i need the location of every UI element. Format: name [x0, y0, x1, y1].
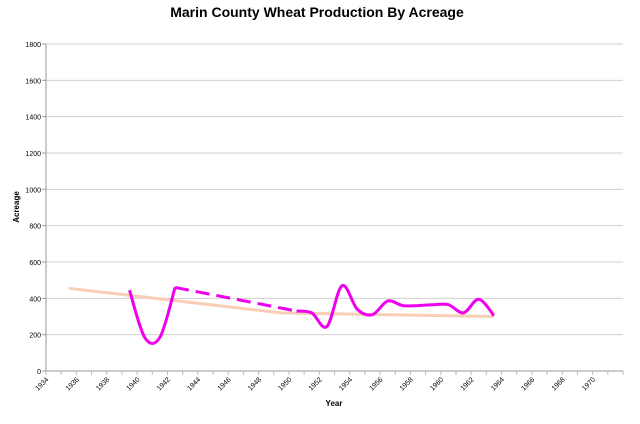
x-tick-label: 1934: [34, 376, 50, 392]
y-tick-label: 1800: [25, 42, 41, 49]
y-tick-label: 1600: [25, 78, 41, 85]
y-tick-label: 0: [37, 369, 41, 376]
x-tick-label: 1946: [217, 376, 233, 392]
x-tick-label: 1950: [277, 376, 293, 392]
y-tick-label: 1000: [25, 187, 41, 194]
y-tick-label: 600: [29, 260, 41, 267]
y-tick-label: 1400: [25, 115, 41, 122]
x-tick-label: 1966: [520, 376, 536, 392]
y-tick-label: 200: [29, 333, 41, 340]
x-tick-label: 1944: [186, 376, 202, 392]
x-tick-label: 1952: [308, 376, 324, 392]
x-tick-label: 1962: [460, 376, 476, 392]
trend-line: [68, 286, 494, 318]
series-line: [296, 284, 496, 329]
chart-title: Marin County Wheat Production By Acreage: [170, 4, 464, 20]
x-tick-label: 1968: [551, 376, 567, 392]
x-tick-label: 1936: [65, 376, 81, 392]
x-tick-label: 1958: [399, 376, 415, 392]
x-tick-label: 1938: [95, 376, 111, 392]
x-tick-label: 1942: [156, 376, 172, 392]
x-axis-label: Year: [326, 399, 343, 408]
x-tick-label: 1954: [338, 376, 354, 392]
x-tick-label: 1960: [429, 376, 445, 392]
series-line: [128, 286, 177, 345]
y-tick-label: 400: [29, 296, 41, 303]
x-tick-label: 1964: [490, 376, 506, 392]
y-tick-label: 1200: [25, 151, 41, 158]
x-tick-label: 1940: [126, 376, 142, 392]
x-tick-label: 1970: [581, 376, 597, 392]
x-tick-label: 1956: [369, 376, 385, 392]
x-tick-label: 1948: [247, 376, 263, 392]
y-tick-label: 800: [29, 224, 41, 231]
y-axis-label: Acreage: [12, 191, 21, 223]
